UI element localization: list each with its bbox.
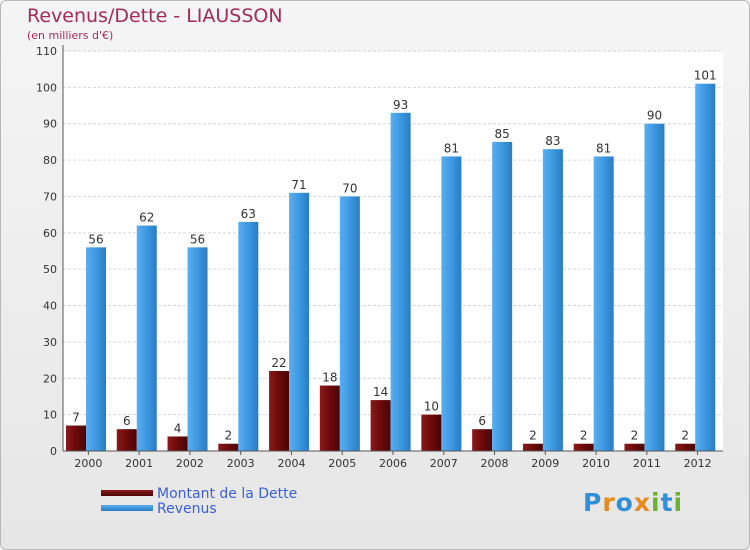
data-label-dette: 2 (224, 429, 232, 443)
bar-revenus (289, 192, 310, 451)
x-tick-label: 2010 (582, 457, 610, 470)
data-label-dette: 14 (373, 385, 388, 399)
x-tick-label: 2007 (430, 457, 458, 470)
chart-title: Revenus/Dette - LIAUSSON (27, 5, 283, 27)
x-tick-label: 2005 (328, 457, 356, 470)
legend-label-dette: Montant de la Dette (157, 486, 298, 502)
y-tick-label: 30 (43, 336, 57, 349)
y-tick-label: 0 (50, 445, 57, 458)
data-label-dette: 6 (478, 414, 486, 428)
y-tick-label: 110 (36, 45, 57, 58)
logo-letter: o (615, 488, 634, 517)
data-label-revenus: 70 (342, 181, 357, 195)
bar-revenus (593, 156, 614, 452)
x-tick-label: 2008 (481, 457, 509, 470)
y-tick-label: 40 (43, 300, 57, 313)
bar-dette (624, 443, 645, 451)
data-label-dette: 22 (271, 356, 286, 370)
bar-dette (66, 425, 86, 451)
proxiti-logo: Proxiti (583, 488, 683, 517)
bar-dette (167, 436, 188, 451)
bar-revenus (695, 83, 716, 452)
y-tick-label: 20 (43, 372, 57, 385)
bar-dette (319, 385, 340, 451)
bar-dette (370, 400, 391, 451)
logo-letter: i (651, 488, 661, 517)
y-tick-label: 100 (36, 81, 57, 94)
bar-dette (522, 443, 543, 451)
x-tick-label: 2000 (74, 457, 102, 470)
data-label-dette: 2 (529, 429, 537, 443)
data-label-dette: 2 (681, 429, 689, 443)
data-label-dette: 10 (424, 400, 439, 414)
y-tick-label: 50 (43, 263, 57, 276)
data-label-revenus: 93 (393, 98, 408, 112)
y-tick-label: 90 (43, 118, 57, 131)
y-tick-label: 80 (43, 154, 57, 167)
x-tick-label: 2003 (227, 457, 255, 470)
y-tick-label: 10 (43, 409, 57, 422)
data-label-dette: 2 (580, 429, 588, 443)
legend-label-revenus: Revenus (157, 501, 217, 517)
x-tick-label: 2012 (684, 457, 712, 470)
y-tick-label: 60 (43, 227, 57, 240)
bar-revenus (238, 221, 259, 451)
bar-dette (116, 429, 137, 451)
logo-letter: t (660, 488, 674, 517)
bar-revenus (136, 225, 157, 451)
data-label-dette: 18 (322, 371, 337, 385)
data-label-dette: 4 (174, 421, 182, 435)
legend-swatch-dette (101, 490, 153, 496)
data-label-dette: 7 (72, 411, 80, 425)
x-tick-label: 2011 (633, 457, 661, 470)
bar-revenus (390, 112, 411, 452)
data-label-dette: 6 (123, 414, 131, 428)
bar-revenus (492, 141, 513, 451)
legend-swatch-revenus (101, 505, 153, 511)
bar-revenus (86, 247, 106, 451)
data-label-revenus: 56 (88, 232, 103, 246)
data-label-revenus: 81 (444, 141, 459, 155)
data-label-revenus: 56 (190, 232, 205, 246)
data-label-revenus: 90 (647, 109, 662, 123)
bar-revenus (339, 196, 360, 451)
x-tick-label: 2006 (379, 457, 407, 470)
logo-letter: P (583, 488, 603, 517)
data-label-revenus: 71 (291, 178, 306, 192)
x-tick-label: 2004 (277, 457, 305, 470)
bar-dette (269, 371, 290, 451)
bar-revenus (441, 156, 462, 452)
bar-dette (472, 429, 493, 451)
x-tick-label: 2002 (176, 457, 204, 470)
data-label-revenus: 62 (139, 211, 154, 225)
data-label-revenus: 81 (596, 141, 611, 155)
logo-letter: i (673, 488, 684, 517)
x-tick-label: 2009 (531, 457, 559, 470)
bar-dette (421, 414, 442, 451)
bar-revenus (542, 149, 563, 451)
chart-subtitle: (en milliers d'€) (27, 29, 114, 42)
data-label-revenus: 101 (694, 69, 717, 83)
bar-dette (218, 443, 239, 451)
bar-dette (573, 443, 594, 451)
x-tick-label: 2001 (125, 457, 153, 470)
data-label-revenus: 85 (495, 127, 510, 141)
bar-dette (675, 443, 696, 451)
y-tick-label: 70 (43, 190, 57, 203)
data-label-revenus: 83 (545, 134, 560, 148)
data-label-dette: 2 (631, 429, 639, 443)
logo-letter: x (633, 488, 651, 517)
data-label-revenus: 63 (241, 207, 256, 221)
bar-revenus (644, 123, 665, 452)
logo-letter: r (602, 488, 616, 517)
bar-revenus (187, 247, 208, 451)
